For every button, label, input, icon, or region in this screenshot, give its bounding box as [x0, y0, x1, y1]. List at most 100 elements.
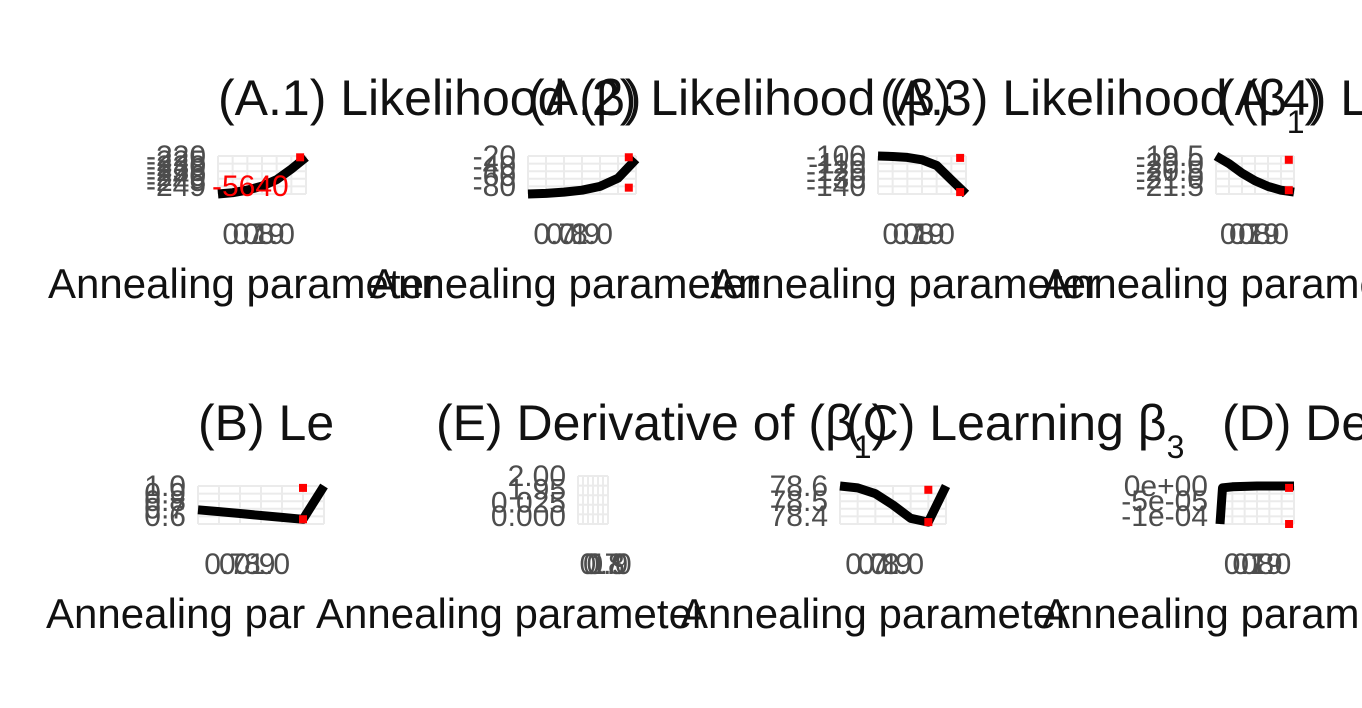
- panel-title: (A.1) Likelihood (β): [218, 70, 641, 126]
- x-tick-label: 0.9: [587, 548, 629, 581]
- x-tick-label: 1.0: [882, 548, 924, 581]
- x-tick-label: 0.8: [893, 218, 935, 251]
- panel-a4: -19.5-20.0-20.5-21.0-21.50.70.80.91.0(A.…: [1042, 70, 1362, 307]
- x-tick-label: 0.7: [204, 548, 246, 581]
- y-tick-label: -60: [473, 160, 516, 193]
- y-tick-label: 0e+00: [1124, 470, 1208, 503]
- panel-a2: -20-40-60-800.70.80.91.0(A.2) Likelihood…: [370, 70, 951, 307]
- x-tick-label: 0.8: [233, 218, 275, 251]
- y-tick-label: -20: [473, 140, 516, 173]
- x-tick-label: 0.9: [234, 548, 276, 581]
- x-tick-label: 1.0: [253, 218, 295, 251]
- x-tick-label: 0.8: [546, 218, 588, 251]
- x-tick-label: 0.8: [1229, 218, 1271, 251]
- panel-title: (E) Derivative of (β1): [436, 395, 888, 465]
- data-point-marker: [924, 485, 933, 494]
- series-line: [1213, 152, 1295, 197]
- x-tick-label: 1.0: [248, 548, 290, 581]
- x-tick-label: 1.0: [913, 218, 955, 251]
- y-tick-label: 0.7: [144, 493, 186, 526]
- x-axis-label: Annealing parameter: [680, 590, 1070, 637]
- series-line: [217, 153, 309, 199]
- data-point-marker: [1285, 483, 1294, 492]
- y-tick-label: -120: [806, 155, 866, 188]
- panel-b: 1.00.90.80.70.60.70.80.91.0(B) LeAnneali…: [46, 395, 334, 637]
- y-tick-label: -19.5: [1136, 140, 1204, 173]
- annotation-label: -5640: [212, 170, 289, 203]
- data-point-marker: [296, 153, 305, 162]
- data-point-marker: [924, 518, 933, 527]
- y-tick-label: -20.5: [1136, 155, 1204, 188]
- series-line: [527, 156, 640, 199]
- y-tick-label: -1e-04: [1121, 500, 1208, 533]
- y-tick-label: -230: [146, 150, 206, 183]
- x-tick-label: 0.8: [858, 548, 900, 581]
- x-tick-label: 0.9: [903, 218, 945, 251]
- x-axis-label: Annealing parameter: [370, 260, 760, 307]
- x-tick-label: 0.8: [1232, 548, 1274, 581]
- grid: [577, 475, 609, 525]
- x-tick-label: 0.7: [533, 218, 575, 251]
- y-tick-label: -249: [146, 170, 206, 203]
- y-tick-label: -235: [146, 155, 206, 188]
- x-tick-label: 1.0: [590, 548, 632, 581]
- y-tick-label: -100: [806, 140, 866, 173]
- y-tick-label: 0.9: [144, 478, 186, 511]
- data-point-marker: [956, 188, 965, 197]
- y-tick-label: -21.0: [1136, 163, 1204, 196]
- data-point-marker: [624, 183, 633, 192]
- x-tick-label: 1.0: [1247, 218, 1289, 251]
- y-tick-label: -40: [473, 150, 516, 183]
- data-point-marker: [956, 153, 965, 162]
- y-tick-label: 0.000: [491, 500, 566, 533]
- data-point-marker: [1284, 186, 1293, 195]
- x-tick-label: 0.7: [1224, 548, 1266, 581]
- y-tick-label: -21.5: [1136, 170, 1204, 203]
- x-tick-label: 0.9: [870, 548, 912, 581]
- x-tick-label: 0.7: [882, 218, 924, 251]
- data-point-marker: [1285, 520, 1294, 528]
- panel-d: 0e+00-5e-05-1e-04 0.70.80.91.0 (D) De Annea…: [1042, 395, 1362, 637]
- y-tick-label: -245: [146, 165, 206, 198]
- y-tick-label: 0.8: [144, 485, 186, 518]
- y-tick-label: -240: [146, 160, 206, 193]
- y-tick-label: -225: [146, 145, 206, 178]
- x-tick-label: 0.9: [1238, 218, 1280, 251]
- y-tick-label: 0.025: [491, 487, 566, 520]
- panel-title: (C) Learning β3: [846, 395, 1184, 465]
- x-tick-label: 0.7: [845, 548, 887, 581]
- y-tick-label: 0.6: [144, 500, 186, 533]
- x-tick-label: 0.7: [580, 548, 622, 581]
- x-tick-label: 0.8: [219, 548, 261, 581]
- y-tick-label: -20.0: [1136, 148, 1204, 181]
- x-tick-label: 1.0: [1250, 548, 1292, 581]
- y-tick-label: 78.4: [770, 500, 828, 533]
- data-point-marker: [299, 483, 307, 492]
- data-point-marker: [624, 153, 633, 162]
- y-tick-label: 1.95: [508, 473, 566, 506]
- x-axis-label: Annealing param: [1042, 590, 1360, 637]
- y-tick-label: -220: [146, 140, 206, 173]
- data-point-marker: [1284, 155, 1293, 164]
- y-tick-label: 2.00: [508, 460, 566, 493]
- series-line: [877, 151, 970, 198]
- y-tick-label: -140: [806, 170, 866, 203]
- x-tick-label: 0.9: [1241, 548, 1283, 581]
- x-axis-label: Annealing parameter: [1042, 260, 1362, 307]
- data-point-marker: [299, 515, 307, 524]
- x-axis-label: Annealing parameter: [48, 260, 438, 307]
- x-axis-label: Annealing parameter: [316, 590, 706, 637]
- x-tick-label: 0.8: [583, 548, 625, 581]
- grid: [1219, 485, 1295, 525]
- x-tick-label: 0.7: [1220, 218, 1262, 251]
- y-tick-label: 78.6: [770, 470, 828, 503]
- panel-title: (A.2) Likelihood (β): [528, 70, 951, 126]
- y-tick-label: 78.5: [770, 485, 828, 518]
- y-tick-label: -5e-05: [1121, 485, 1208, 518]
- x-tick-label: 0.9: [559, 218, 601, 251]
- y-tick-label: -130: [806, 163, 866, 196]
- y-tick-label: 1.0: [144, 470, 186, 503]
- x-tick-label: 0.9: [243, 218, 285, 251]
